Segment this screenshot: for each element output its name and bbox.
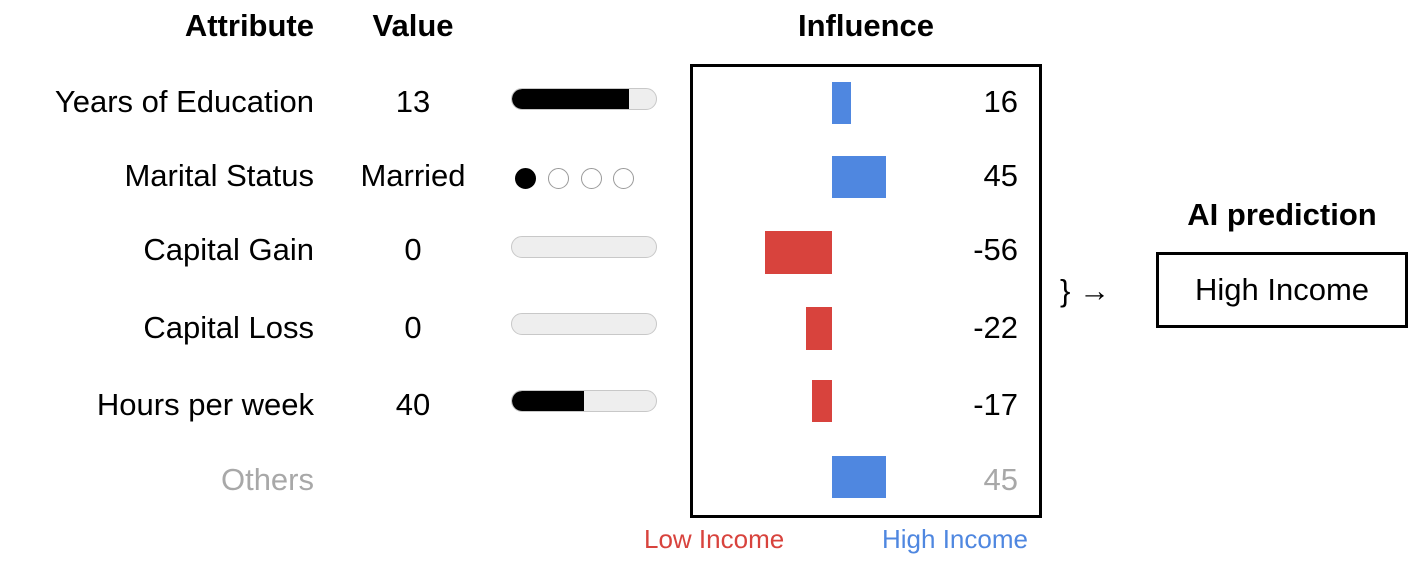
influence-bar-others (832, 456, 886, 498)
influence-bar-education (832, 82, 852, 124)
value-education: 13 (395, 84, 431, 119)
low-income-label: Low Income (644, 524, 785, 554)
influence-value-education: 16 (983, 84, 1018, 119)
prediction-title: AI prediction (1187, 197, 1377, 232)
influence-value-others: 45 (983, 462, 1018, 497)
attribute-label-capital-gain: Capital Gain (143, 232, 314, 267)
prediction-box: High Income (1156, 252, 1408, 328)
hours-per-week-level-fill (512, 391, 584, 411)
influence-bar-capital-loss (805, 306, 832, 350)
attribute-label-capital-loss: Capital Loss (143, 310, 314, 345)
marital-status-dots (515, 168, 637, 190)
influence-bar-hours-per-week (811, 380, 832, 422)
influence-value-marital-status: 45 (983, 158, 1018, 193)
capital-gain-level-bar (511, 236, 657, 258)
influence-chart (690, 64, 1042, 518)
influence-value-hours-per-week: -17 (973, 387, 1018, 422)
value-header: Value (372, 8, 454, 43)
influence-value-capital-gain: -56 (973, 232, 1018, 267)
influence-header: Influence (797, 8, 935, 43)
value-capital-loss: 0 (404, 310, 422, 345)
value-marital-status: Married (360, 158, 466, 193)
value-capital-gain: 0 (404, 232, 422, 267)
value-hours-per-week: 40 (395, 387, 431, 422)
attribute-header: Attribute (184, 8, 314, 43)
influence-value-capital-loss: -22 (973, 310, 1018, 345)
marital-status-dot (515, 168, 536, 189)
attribute-label-hours-per-week: Hours per week (96, 387, 314, 422)
education-level-bar (511, 88, 657, 110)
influence-bar-capital-gain (765, 230, 832, 274)
attribute-label-education: Years of Education (54, 84, 314, 119)
marital-status-dot (548, 168, 569, 189)
attribute-label-marital-status: Marital Status (124, 158, 314, 193)
prediction-value: High Income (1194, 272, 1370, 307)
capital-loss-level-bar (511, 313, 657, 335)
marital-status-dot (613, 168, 634, 189)
influence-bar-marital-status (832, 156, 886, 198)
high-income-label: High Income (882, 524, 1028, 554)
attribute-label-others: Others (220, 462, 314, 497)
marital-status-dot (581, 168, 602, 189)
hours-per-week-level-bar (511, 390, 657, 412)
education-level-fill (512, 89, 629, 109)
aggregate-arrow: } → (1060, 273, 1110, 308)
